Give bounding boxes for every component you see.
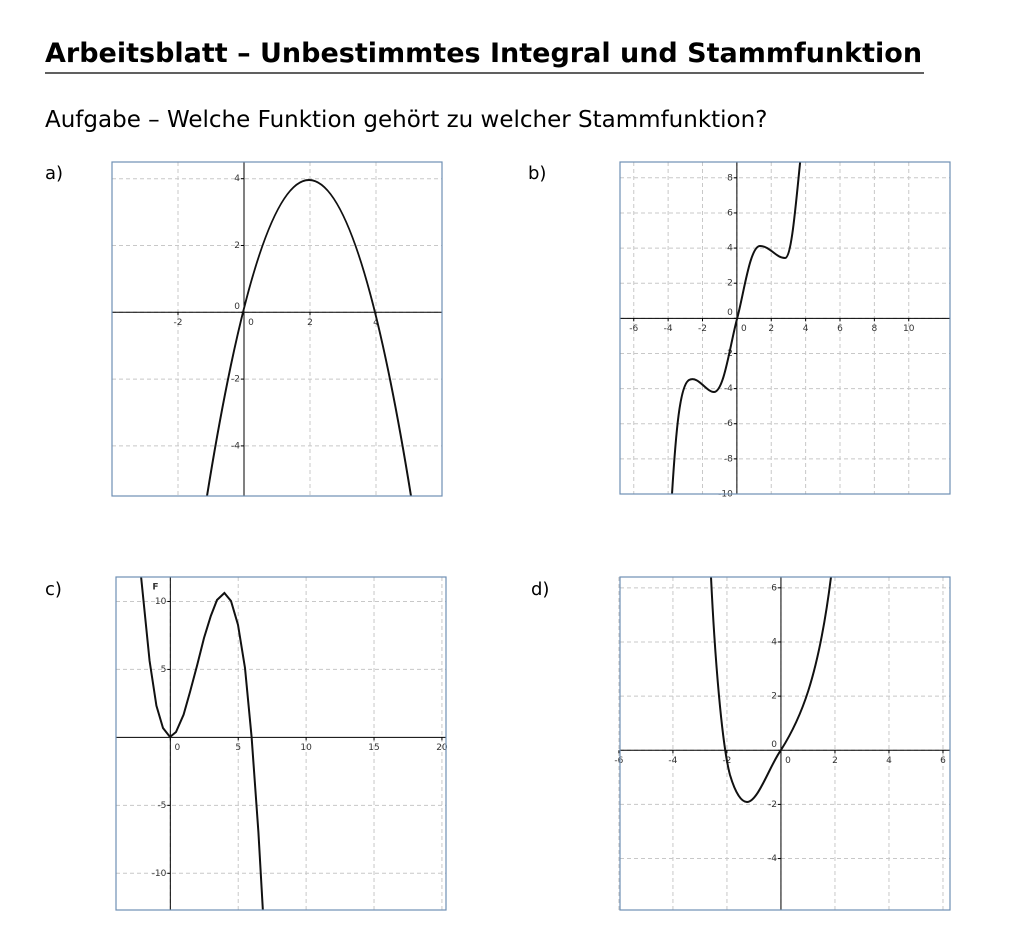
x-tick-label: -6 <box>629 324 638 334</box>
function-curve <box>140 577 264 910</box>
x-tick-label: 10 <box>903 324 915 334</box>
x-tick-label: 0 <box>248 318 254 328</box>
y-tick-label: 2 <box>727 279 733 289</box>
x-tick-label: -4 <box>664 324 673 334</box>
x-tick-label: 6 <box>940 756 946 766</box>
y-tick-label: -4 <box>231 441 240 451</box>
y-tick-label: -2 <box>231 375 240 385</box>
x-tick-label: 6 <box>837 324 843 334</box>
plot-border <box>111 161 443 497</box>
x-tick-label: 0 <box>741 324 747 334</box>
y-tick-label: -6 <box>724 419 733 429</box>
y-tick-label: 0 <box>771 740 777 750</box>
graph-label: c) <box>45 579 62 600</box>
x-tick-label: 2 <box>307 318 313 328</box>
y-tick-label: -5 <box>157 801 166 811</box>
plot-border <box>115 576 447 911</box>
graph-label: b) <box>528 163 546 184</box>
y-tick-label: 2 <box>234 241 240 251</box>
y-tick-label: -4 <box>724 384 733 394</box>
x-tick-label: 20 <box>436 743 448 753</box>
x-tick-label: -2 <box>174 318 183 328</box>
graph: 0 5 10 15 20 10 5 -5 -10 F <box>115 576 448 911</box>
x-tick-label: -4 <box>668 756 677 766</box>
y-tick-label: 2 <box>771 692 777 702</box>
plot-frame <box>116 577 446 910</box>
function-curve <box>206 179 412 496</box>
x-tick-label: 8 <box>872 324 878 334</box>
task: Aufgabe – Welche Funktion gehört zu welc… <box>45 107 767 133</box>
y-tick-label: 0 <box>727 308 733 318</box>
plot-frame <box>112 162 442 496</box>
y-tick-label: 10 <box>155 597 167 607</box>
y-tick-label: -10 <box>152 869 167 879</box>
x-tick-label: -6 <box>614 756 623 766</box>
y-tick-label: 4 <box>727 244 733 254</box>
x-tick-label: 4 <box>886 756 892 766</box>
plot-frame <box>620 162 950 494</box>
plot-border <box>619 576 951 911</box>
plot-border <box>619 161 951 495</box>
title: Arbeitsblatt – Unbestimmtes Integral und… <box>45 38 922 69</box>
x-tick-label: 2 <box>768 324 774 334</box>
graph-label: a) <box>45 163 63 184</box>
x-tick-label: 4 <box>373 318 379 328</box>
y-tick-label: 5 <box>161 665 167 675</box>
x-tick-label: -2 <box>698 324 707 334</box>
x-tick-label: 4 <box>803 324 809 334</box>
y-tick-label: 4 <box>234 174 240 184</box>
y-tick-label: 0 <box>234 302 240 312</box>
x-tick-label: 0 <box>174 743 180 753</box>
x-tick-label: 0 <box>785 756 791 766</box>
x-tick-label: 10 <box>300 743 312 753</box>
function-curve <box>710 577 832 804</box>
graph: -2 0 2 4 4 2 0 -2 -4 <box>111 161 443 497</box>
x-tick-label: 2 <box>832 756 838 766</box>
y-tick-label: -8 <box>724 454 733 464</box>
y-tick-label: 6 <box>771 583 777 593</box>
y-tick-label: 4 <box>771 637 777 647</box>
x-tick-label: 15 <box>368 743 379 753</box>
y-tick-label: -2 <box>768 800 777 810</box>
graph-label: d) <box>531 579 549 600</box>
x-tick-label: 5 <box>235 743 241 753</box>
y-tick-label: 8 <box>727 173 733 183</box>
y-tick-label: 6 <box>727 208 733 218</box>
function-curve <box>671 162 802 494</box>
axis-label: F <box>152 583 158 593</box>
y-tick-label: -4 <box>768 854 777 864</box>
